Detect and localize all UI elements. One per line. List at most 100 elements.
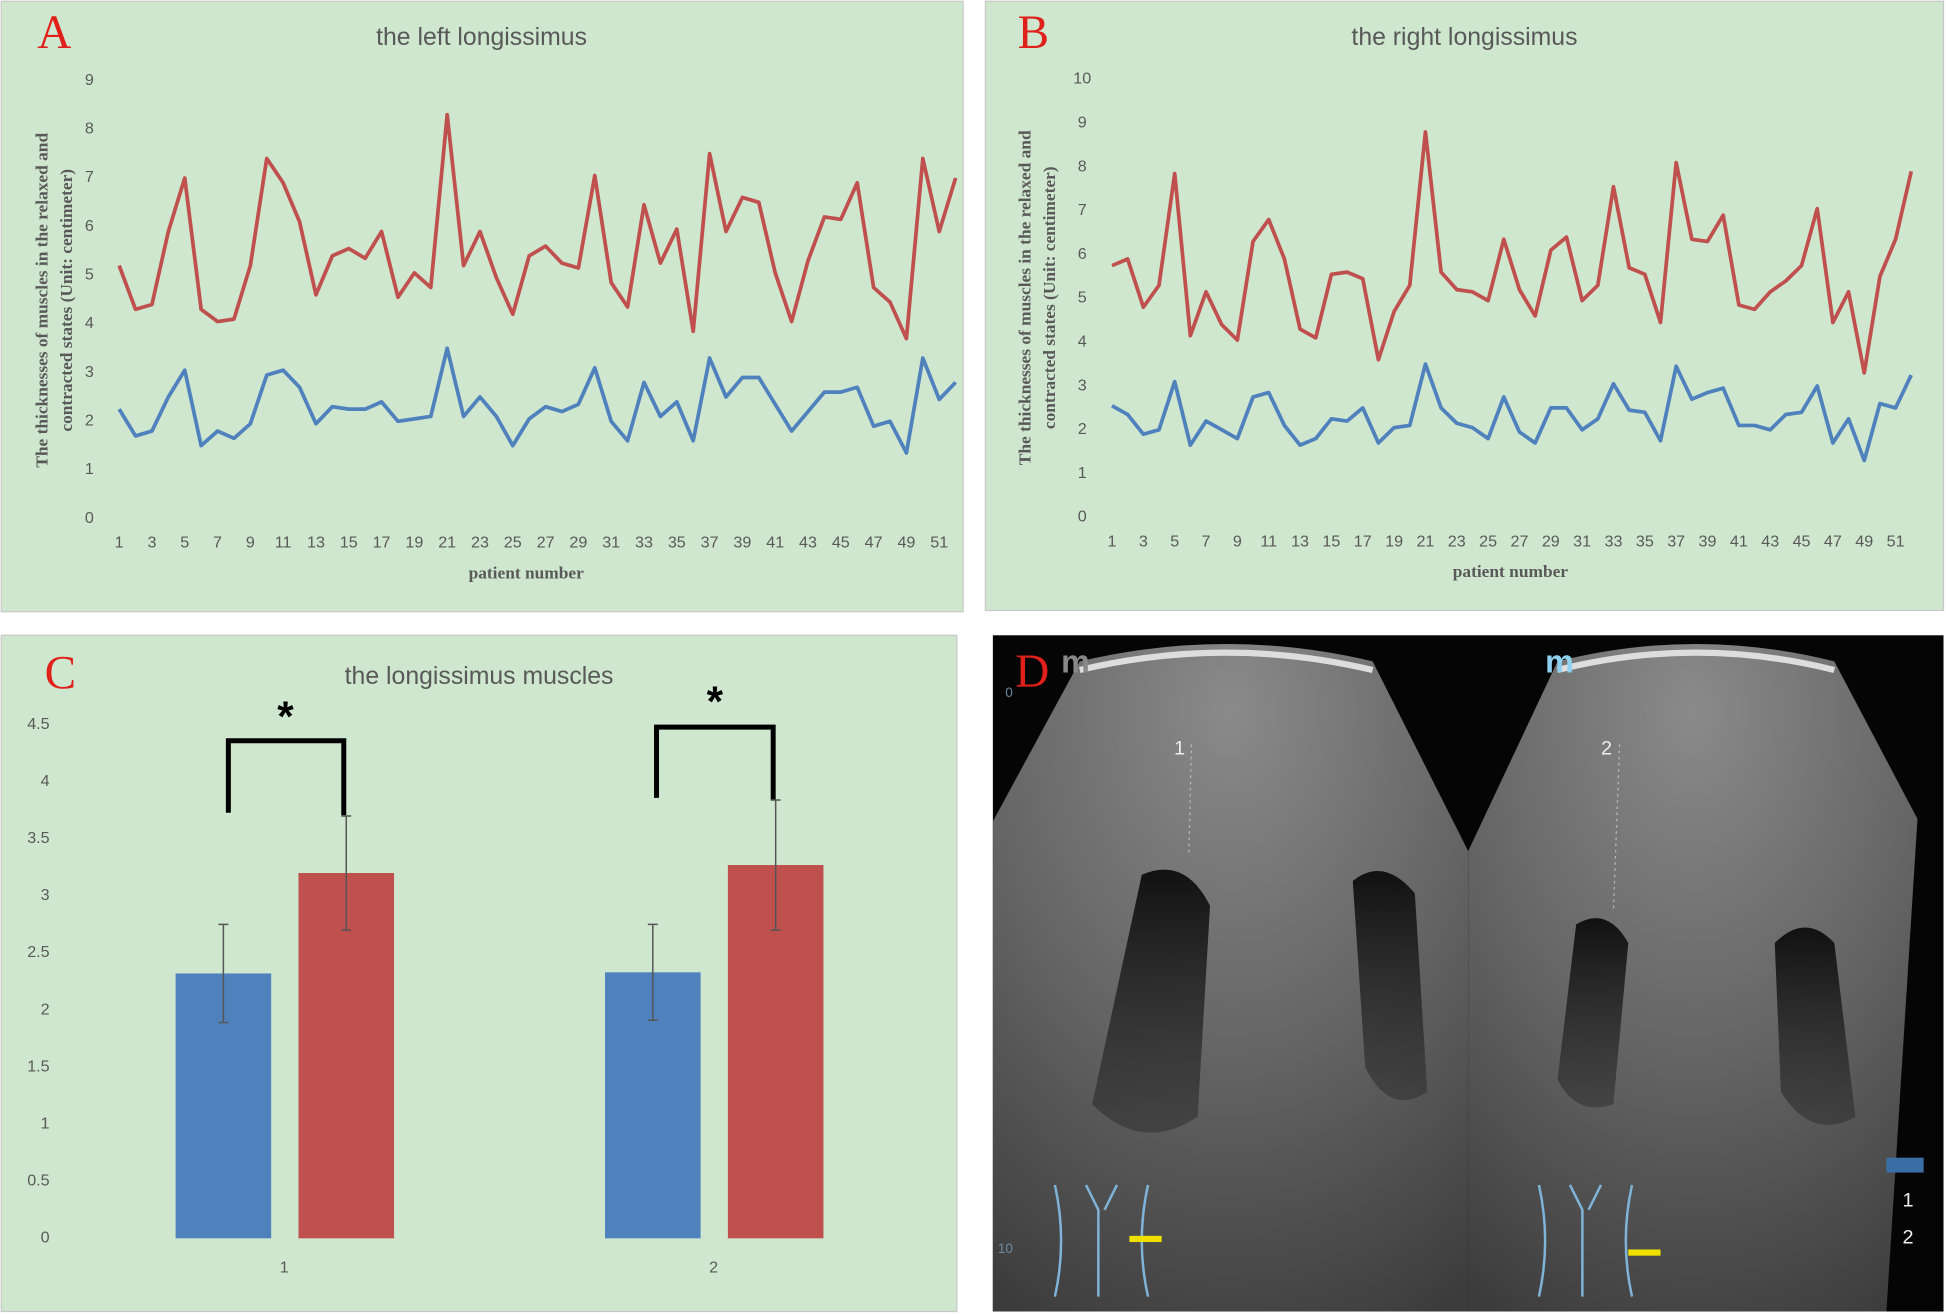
- x-tick-label: 15: [1322, 532, 1340, 550]
- y-tick-label: 7: [85, 168, 94, 186]
- significance-star: *: [707, 678, 724, 725]
- y-tick-label: 2: [41, 1000, 50, 1018]
- y-tick-label: 3: [85, 363, 94, 381]
- x-tick-label: 45: [832, 534, 850, 552]
- y-tick-label: 0.5: [27, 1172, 49, 1190]
- x-tick-label: 33: [1605, 532, 1623, 550]
- y-tick-label: 8: [1078, 157, 1087, 175]
- panel-letter: B: [1018, 7, 1049, 59]
- x-tick-label: 49: [897, 534, 915, 552]
- x-tick-label: 11: [1260, 532, 1277, 550]
- y-tick-label: 2: [85, 412, 94, 430]
- x-tick-label: 1: [115, 534, 124, 552]
- x-tick-label: 17: [1354, 532, 1372, 550]
- x-tick-label: 19: [405, 534, 423, 552]
- x-tick-label: 39: [733, 534, 751, 552]
- panel-a-bg: [0, 0, 964, 613]
- skin-echo: [1079, 649, 1374, 674]
- x-tick-label: 29: [569, 534, 587, 552]
- x-tick-label: 7: [1202, 532, 1211, 550]
- caliper-label: 2: [1601, 738, 1612, 760]
- body-marker: [1537, 1184, 1634, 1297]
- y-tick-label: 7: [1078, 201, 1087, 219]
- x-tick-label: 9: [1233, 532, 1242, 550]
- x-tick-label: 25: [1479, 532, 1497, 550]
- y-tick-label: 8: [85, 120, 94, 138]
- x-tick-label: 7: [213, 534, 222, 552]
- scan-right: [1468, 643, 1918, 1312]
- probe-marker: [1628, 1249, 1661, 1256]
- x-tick-label: 13: [307, 534, 325, 552]
- significance-bracket: [225, 738, 347, 816]
- x-tick-label: 51: [930, 534, 948, 552]
- x-tick-label: 45: [1793, 532, 1811, 550]
- x-tick-label: 37: [1667, 532, 1685, 550]
- y-tick-label: 9: [1078, 113, 1087, 131]
- data-line: [1111, 130, 1914, 375]
- acoustic-shadow: [1557, 918, 1629, 1108]
- data-line: [117, 346, 957, 455]
- y-tick-label: 1: [1078, 464, 1087, 482]
- logo: m: [1545, 643, 1574, 679]
- x-tick-label: 1: [1108, 532, 1117, 550]
- x-tick-label: 19: [1385, 532, 1403, 550]
- panel-b-bg: [984, 0, 1945, 612]
- x-tick-label: 5: [180, 534, 189, 552]
- y-tick-label: 10: [1073, 70, 1091, 88]
- x-tick-label: 43: [799, 534, 817, 552]
- y-tick-label: 0: [41, 1229, 50, 1247]
- body-marker: [1053, 1184, 1150, 1297]
- x-tick-label: 35: [1636, 532, 1654, 550]
- probe-marker: [1129, 1235, 1162, 1243]
- y-axis-title: contracted states (Unit: centimeter): [57, 169, 76, 432]
- logo: m: [1061, 643, 1090, 679]
- ultrasound-image: m m 1 2 0 10 1 2 D: [992, 635, 1944, 1312]
- y-tick-label: 5: [85, 266, 94, 284]
- x-tick-label: 31: [1573, 532, 1591, 550]
- x-tick-label: 47: [1824, 532, 1842, 550]
- x-tick-label: 47: [865, 534, 883, 552]
- x-axis-title: patient number: [469, 563, 585, 582]
- acoustic-shadow: [1774, 927, 1856, 1125]
- x-tick-label: 9: [246, 534, 255, 552]
- error-bar: [218, 923, 229, 1024]
- y-tick-label: 0: [1078, 508, 1087, 526]
- caliper-label: 1: [1174, 738, 1185, 760]
- scan-left: [992, 643, 1469, 1312]
- bar: [298, 873, 395, 1239]
- y-tick-label: 4: [85, 314, 94, 332]
- side-legend: 2: [1903, 1227, 1914, 1249]
- x-tick-label: 1: [280, 1258, 289, 1276]
- x-tick-label: 27: [537, 534, 555, 552]
- chart-title: the left longissimus: [376, 24, 587, 51]
- y-tick-label: 4.5: [27, 715, 49, 733]
- depth-mark: 0: [1005, 685, 1013, 700]
- x-tick-label: 11: [275, 534, 292, 552]
- y-tick-label: 1: [41, 1114, 50, 1132]
- y-tick-label: 3.5: [27, 829, 49, 847]
- y-tick-label: 1: [85, 460, 94, 478]
- x-tick-label: 27: [1510, 532, 1528, 550]
- x-tick-label: 37: [701, 534, 719, 552]
- x-tick-label: 25: [504, 534, 522, 552]
- panel-letter: A: [37, 7, 71, 59]
- error-bar: [647, 923, 658, 1022]
- x-tick-label: 33: [635, 534, 653, 552]
- x-tick-label: 13: [1291, 532, 1309, 550]
- y-tick-label: 1.5: [27, 1057, 49, 1075]
- error-bar: [770, 799, 781, 931]
- panel-letter: D: [1015, 646, 1049, 698]
- x-tick-label: 43: [1761, 532, 1779, 550]
- x-tick-label: 31: [602, 534, 620, 552]
- x-tick-label: 29: [1542, 532, 1560, 550]
- y-tick-label: 9: [85, 71, 94, 89]
- x-tick-label: 51: [1887, 532, 1905, 550]
- panel-letter: C: [45, 647, 76, 699]
- y-tick-label: 2.5: [27, 943, 49, 961]
- x-tick-label: 41: [766, 534, 784, 552]
- x-tick-label: 3: [147, 534, 156, 552]
- acoustic-shadow: [1092, 869, 1211, 1133]
- x-tick-label: 23: [1448, 532, 1466, 550]
- x-tick-label: 15: [340, 534, 358, 552]
